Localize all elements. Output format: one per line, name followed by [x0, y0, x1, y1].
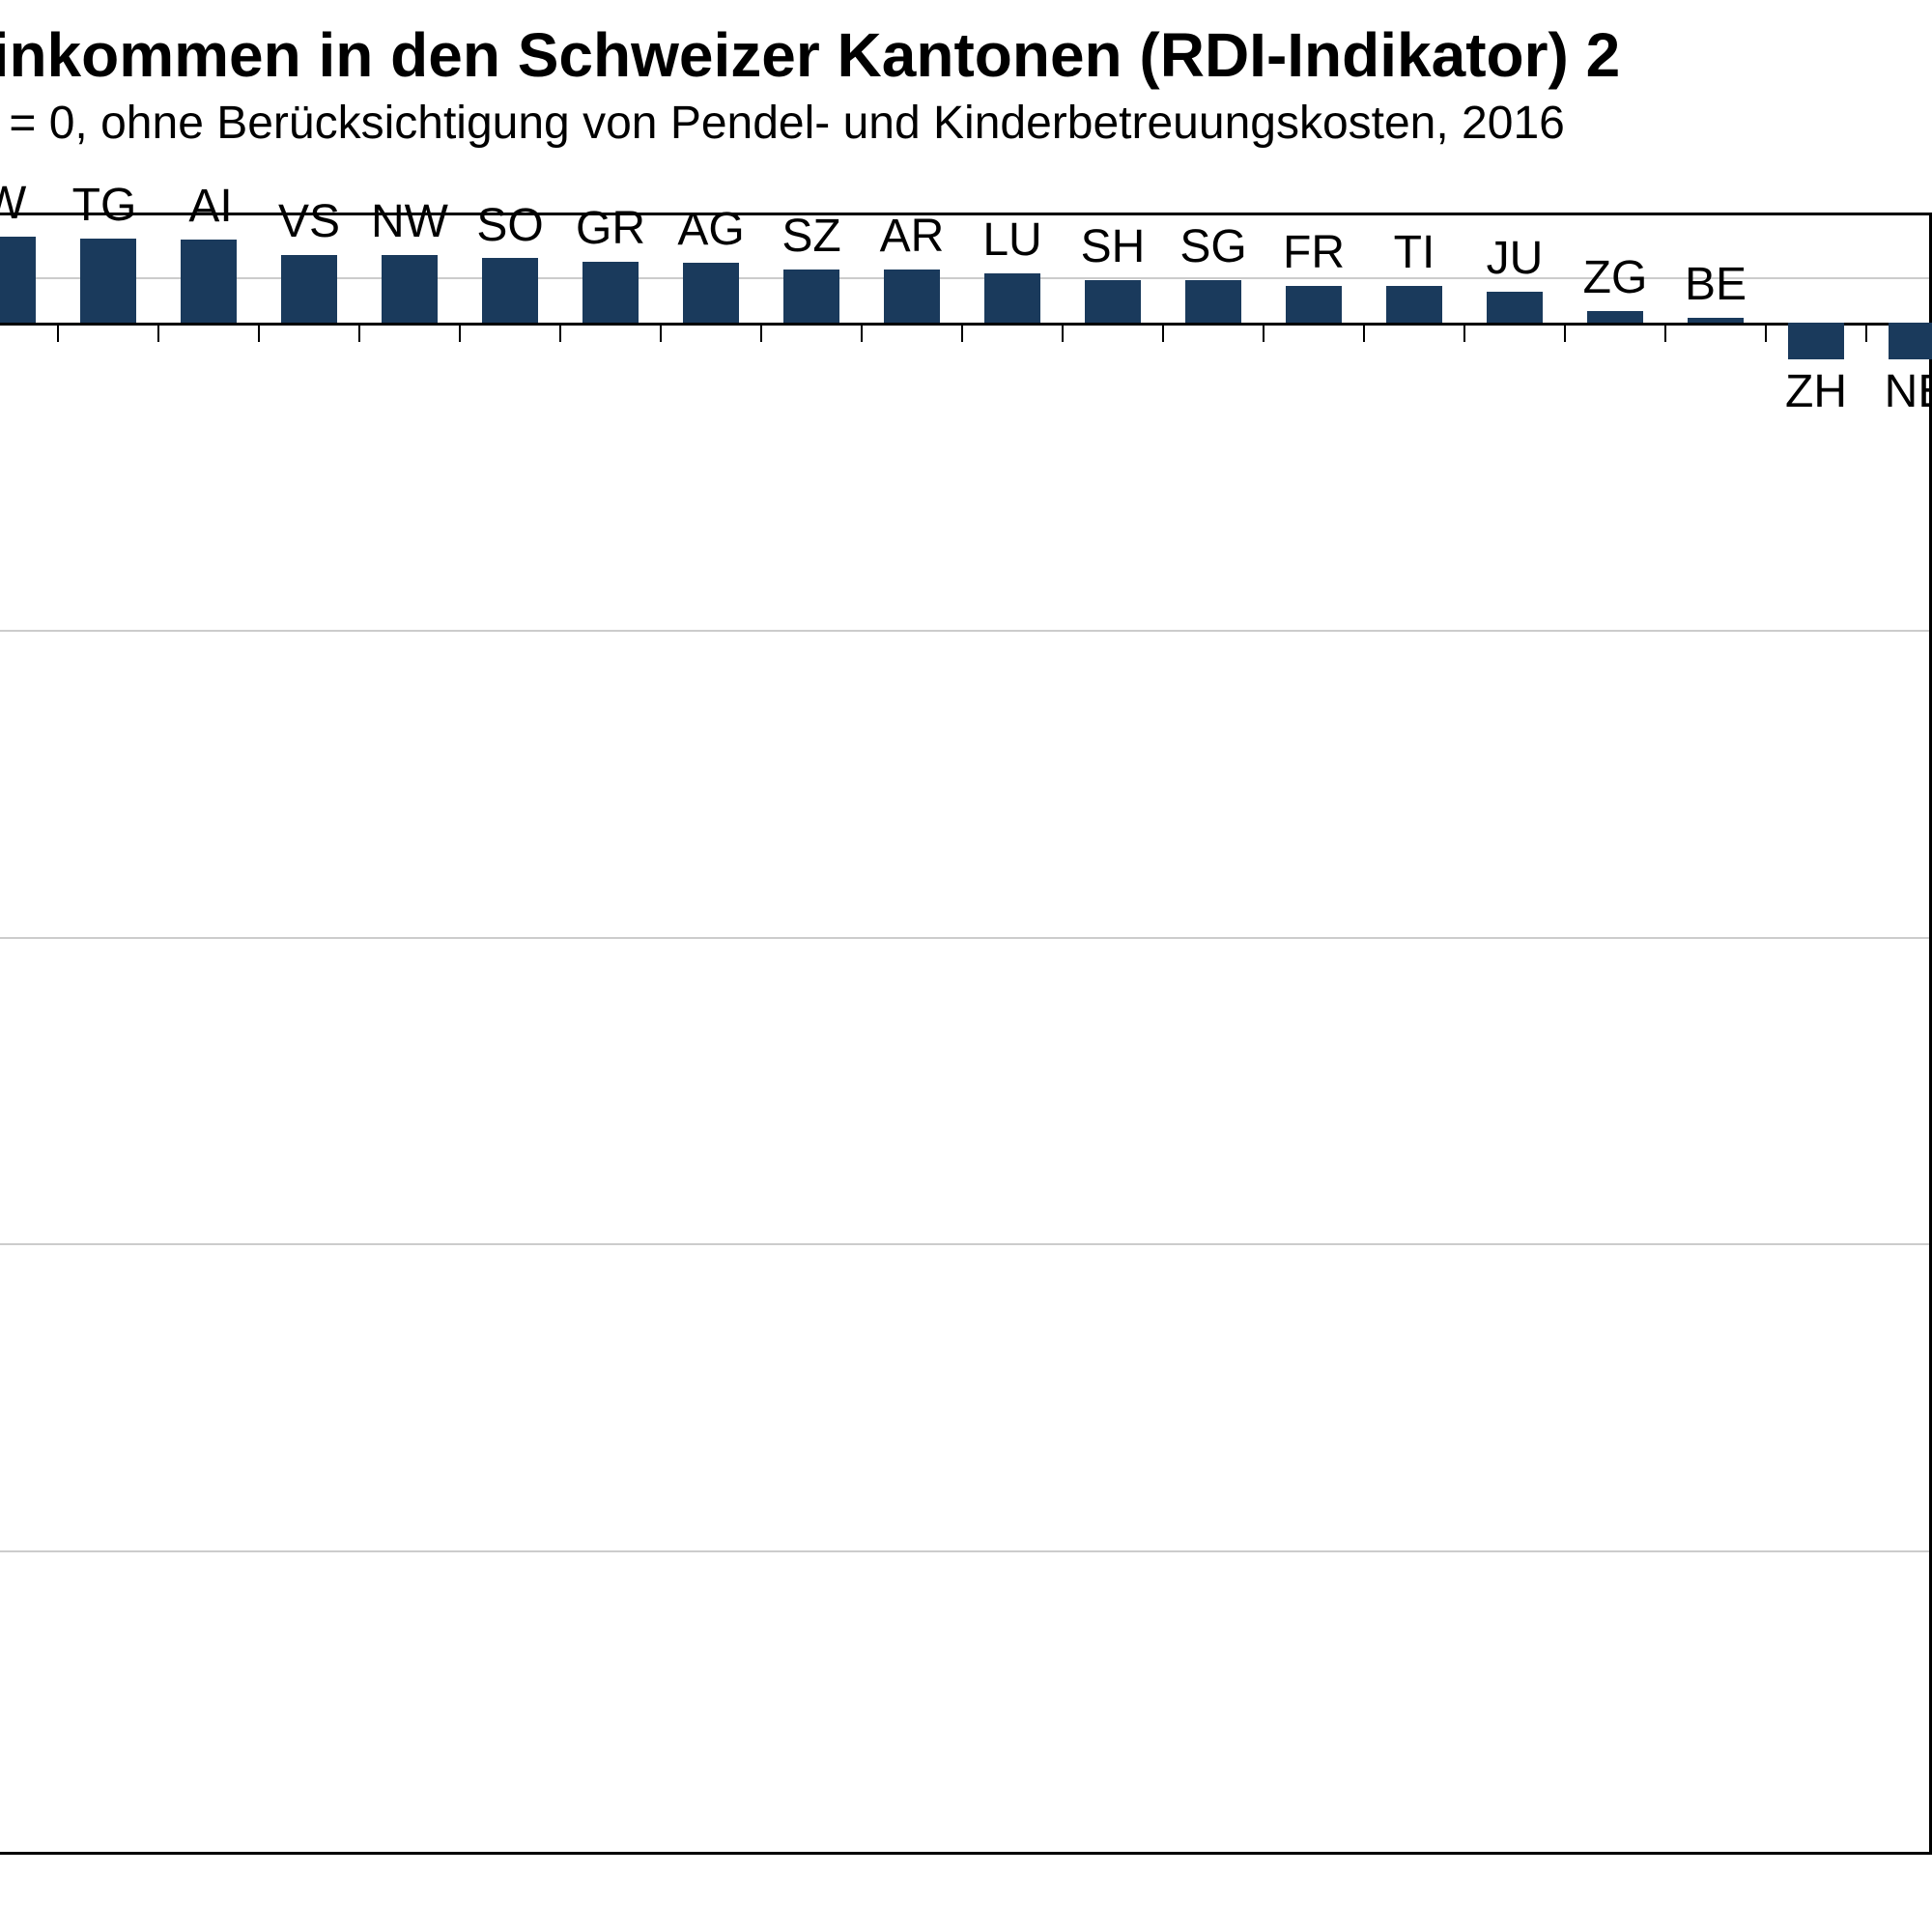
bar	[1487, 292, 1543, 323]
bar	[281, 255, 337, 323]
bar-label: LU	[974, 213, 1051, 267]
bar-label: ZG	[1577, 251, 1654, 304]
bar	[1085, 280, 1141, 323]
bar	[884, 270, 940, 324]
gridline	[0, 937, 1929, 939]
bar-label: ZH	[1777, 365, 1855, 418]
bar	[683, 263, 739, 323]
x-tick	[961, 323, 963, 342]
x-tick	[559, 323, 561, 342]
bar	[1185, 280, 1241, 323]
bar	[482, 258, 538, 323]
bar-label: SO	[471, 199, 549, 252]
x-tick	[1263, 323, 1264, 342]
bar	[0, 237, 36, 323]
bar-label: AR	[873, 210, 951, 263]
bar-label: JU	[1476, 232, 1553, 285]
x-tick	[1865, 323, 1867, 342]
x-tick	[1765, 323, 1767, 342]
chart-subtitle: or, CH = 0, ohne Berücksichtigung von Pe…	[0, 97, 1565, 150]
chart-container: es Einkommen in den Schweizer Kantonen (…	[0, 0, 1932, 1932]
bar-label: SZ	[773, 210, 850, 263]
bar	[1386, 286, 1442, 323]
bar-label: GR	[572, 202, 649, 255]
x-tick	[1564, 323, 1566, 342]
bar-label: NE	[1878, 365, 1932, 418]
bar-label: IW	[0, 177, 37, 230]
bar	[1286, 286, 1342, 323]
x-tick	[1664, 323, 1666, 342]
gridline	[0, 1243, 1929, 1245]
bar-label: VS	[270, 195, 348, 248]
chart-title: es Einkommen in den Schweizer Kantonen (…	[0, 19, 1620, 91]
bar	[984, 273, 1040, 323]
bar	[181, 240, 237, 323]
bar-label: FR	[1275, 226, 1352, 279]
bar-label: NW	[371, 195, 448, 248]
gridline	[0, 1550, 1929, 1552]
x-tick	[1062, 323, 1064, 342]
bar	[783, 270, 839, 324]
gridline	[0, 630, 1929, 632]
bar	[1788, 323, 1844, 359]
x-tick	[459, 323, 461, 342]
bar-label: BE	[1677, 258, 1754, 311]
x-tick	[258, 323, 260, 342]
x-tick	[861, 323, 863, 342]
plot-area: IWTGAIVSNWSOGRAGSZARLUSHSGFRTIJUZGBEZHNE	[0, 213, 1932, 1855]
bar	[1587, 311, 1643, 324]
x-tick	[157, 323, 159, 342]
x-tick	[1363, 323, 1365, 342]
x-tick	[57, 323, 59, 342]
bar-label: SH	[1074, 220, 1151, 273]
bar-label: SG	[1175, 220, 1252, 273]
bar	[582, 262, 639, 324]
bar-label: TI	[1376, 226, 1453, 279]
bar-label: AG	[672, 203, 750, 256]
bar	[382, 255, 438, 323]
bar	[80, 239, 136, 323]
x-tick	[760, 323, 762, 342]
x-tick	[660, 323, 662, 342]
x-tick	[1463, 323, 1465, 342]
bar-label: AI	[172, 180, 249, 233]
baseline	[0, 323, 1929, 326]
bar	[1688, 318, 1744, 323]
bar-label: TG	[66, 179, 143, 232]
x-tick	[358, 323, 360, 342]
bar	[1889, 323, 1932, 359]
x-tick	[1162, 323, 1164, 342]
